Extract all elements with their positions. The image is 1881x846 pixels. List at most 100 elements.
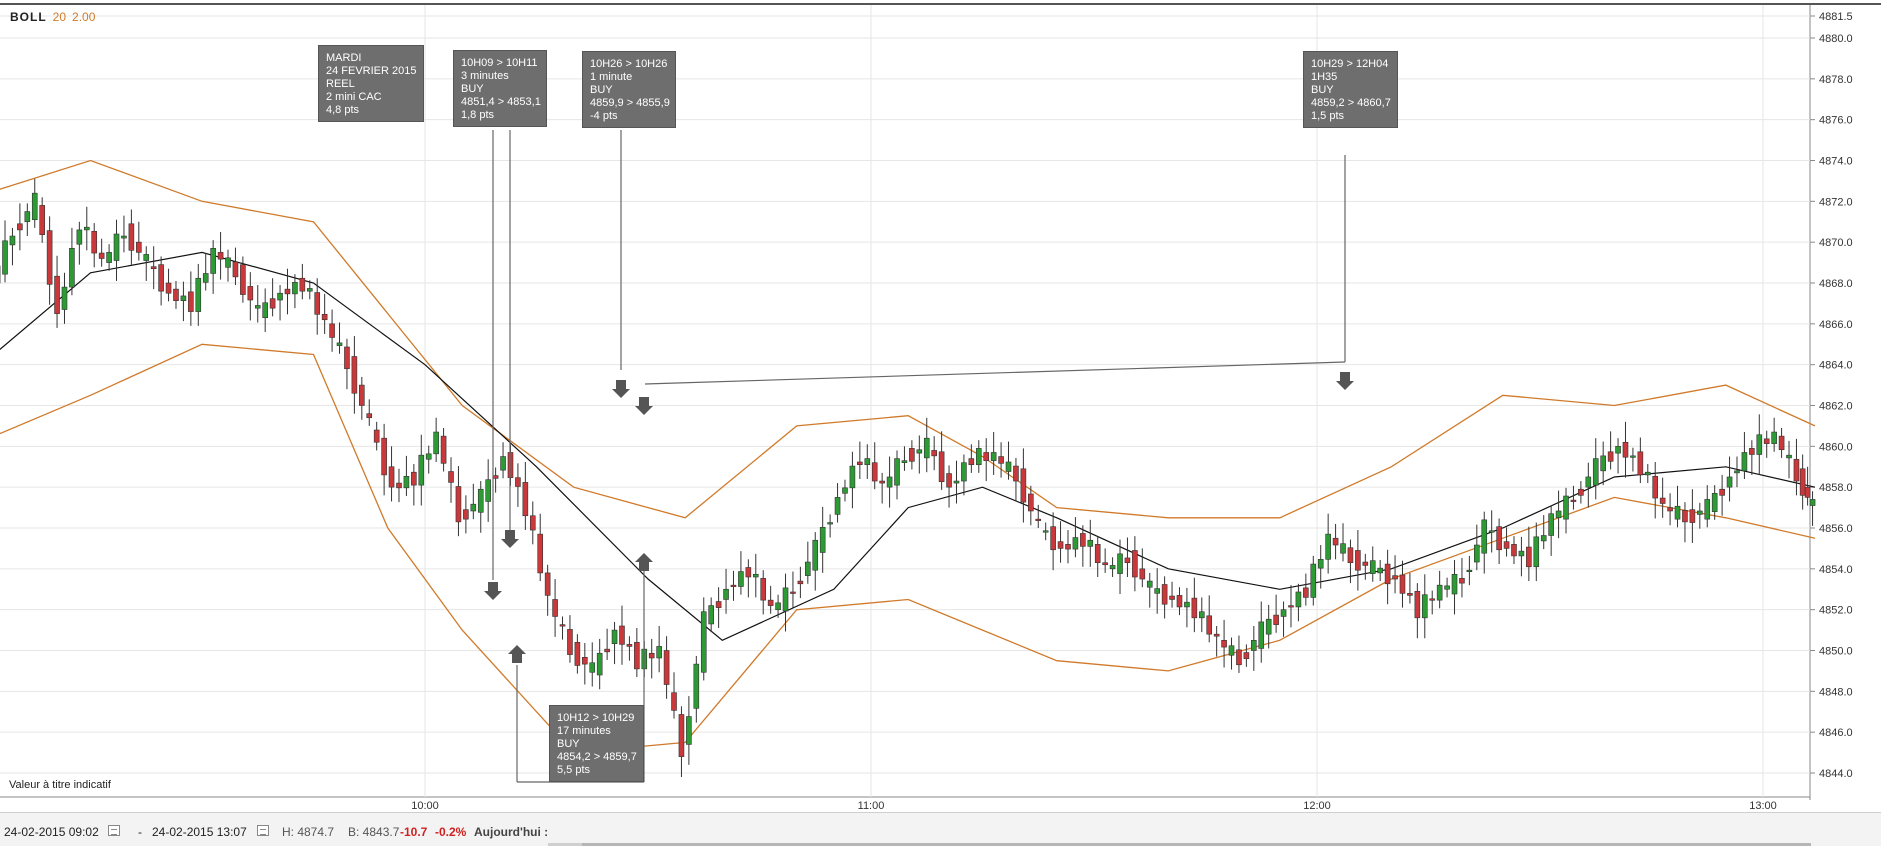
candle-down: [1058, 542, 1063, 549]
y-tick-label: 4881.5: [1819, 11, 1853, 23]
candle-up: [426, 454, 431, 459]
candle-down: [1192, 598, 1197, 618]
y-tick-label: 4846.0: [1819, 727, 1853, 739]
candle-up: [842, 488, 847, 493]
annotation-line: 17 minutes: [557, 725, 636, 738]
annotation-line: REEL: [326, 78, 416, 91]
end-date[interactable]: 24-02-2015 13:07: [152, 825, 247, 839]
y-tick-label: 4864.0: [1819, 360, 1853, 372]
chart-canvas[interactable]: 4881.54880.04878.04876.04874.04872.04870…: [0, 0, 1881, 812]
candle-down: [441, 436, 446, 463]
candle-down: [1489, 531, 1494, 533]
candle-down: [248, 286, 253, 300]
candle-up: [300, 278, 305, 291]
candle-down: [1800, 469, 1805, 496]
annotation-line: 3 minutes: [461, 70, 539, 83]
candle-up: [991, 452, 996, 460]
candle-up: [1452, 574, 1457, 594]
sell-arrow-icon: [488, 582, 498, 591]
candle-up: [196, 278, 201, 311]
calendar-icon[interactable]: [108, 825, 120, 836]
candle-up: [857, 462, 862, 465]
candle-down: [389, 467, 394, 487]
candle-down: [99, 253, 104, 258]
candle-down: [1140, 569, 1145, 579]
candle-up: [1080, 533, 1085, 546]
candle-down: [233, 262, 238, 277]
candle-up: [1690, 510, 1695, 523]
candle-up: [1459, 578, 1464, 583]
x-tick-label: 12:00: [1303, 800, 1331, 812]
y-tick-label: 4860.0: [1819, 441, 1853, 453]
candle-up: [270, 299, 275, 309]
candle-up: [969, 459, 974, 465]
x-tick-label: 10:00: [411, 800, 439, 812]
annotation-line: -4 pts: [590, 110, 668, 123]
candle-down: [1810, 499, 1815, 505]
candle-down: [1155, 589, 1160, 594]
y-tick-label: 4848.0: [1819, 686, 1853, 698]
candle-up: [1772, 432, 1777, 444]
candle-up: [835, 497, 840, 514]
candle-down: [1385, 564, 1390, 584]
candle-up: [396, 483, 401, 488]
candle-down: [865, 459, 870, 465]
candle-down: [1184, 602, 1189, 607]
candle-up: [1251, 640, 1256, 650]
y-tick-label: 4854.0: [1819, 564, 1853, 576]
candle-up: [1749, 448, 1754, 454]
y-tick-label: 4874.0: [1819, 156, 1853, 168]
candle-down: [1021, 469, 1026, 502]
candle-up: [716, 602, 721, 608]
annotation-line: 10H12 > 10H29: [557, 712, 636, 725]
candle-up: [1571, 500, 1576, 502]
candle-down: [1341, 544, 1346, 554]
candle-up: [1266, 619, 1271, 634]
annotation-line: BUY: [461, 83, 539, 96]
candle-up: [1608, 452, 1613, 462]
candle-down: [880, 481, 885, 483]
y-tick-label: 4856.0: [1819, 523, 1853, 535]
candle-down: [582, 657, 587, 664]
candle-down: [374, 430, 379, 442]
candle-up: [463, 510, 468, 520]
candle-down: [166, 283, 171, 293]
candle-down: [575, 642, 580, 665]
candle-up: [1259, 622, 1264, 649]
candle-down: [173, 289, 178, 301]
candle-up: [1742, 452, 1747, 470]
candle-down: [560, 625, 565, 627]
candle-down: [1787, 455, 1792, 458]
candle-up: [1326, 534, 1331, 559]
candle-up: [1445, 586, 1450, 589]
candle-up: [25, 212, 30, 222]
candle-up: [419, 455, 424, 485]
y-tick-label: 4870.0: [1819, 237, 1853, 249]
candle-up: [434, 432, 439, 454]
candle-down: [1407, 593, 1412, 595]
candle-down: [1088, 540, 1093, 546]
candle-down: [1393, 576, 1398, 579]
candle-down: [218, 252, 223, 259]
candle-down: [1675, 506, 1680, 519]
candle-down: [1355, 550, 1360, 570]
candle-up: [984, 452, 989, 460]
candle-down: [359, 385, 364, 405]
candle-up: [805, 562, 810, 576]
candle-up: [1757, 435, 1762, 455]
candle-down: [1668, 508, 1673, 511]
annotation-line: 10H26 > 10H26: [590, 58, 668, 71]
candle-up: [1556, 511, 1561, 518]
annotation-line: 10H29 > 12H04: [1311, 58, 1390, 71]
calendar-icon[interactable]: [257, 825, 269, 836]
candle-down: [1623, 442, 1628, 457]
start-date[interactable]: 24-02-2015 09:02: [4, 825, 99, 839]
candle-up: [1482, 520, 1487, 553]
y-tick-label: 4850.0: [1819, 646, 1853, 658]
candle-down: [188, 292, 193, 312]
candle-up: [954, 481, 959, 483]
y-tick-label: 4880.0: [1819, 33, 1853, 45]
candle-down: [1348, 548, 1353, 563]
